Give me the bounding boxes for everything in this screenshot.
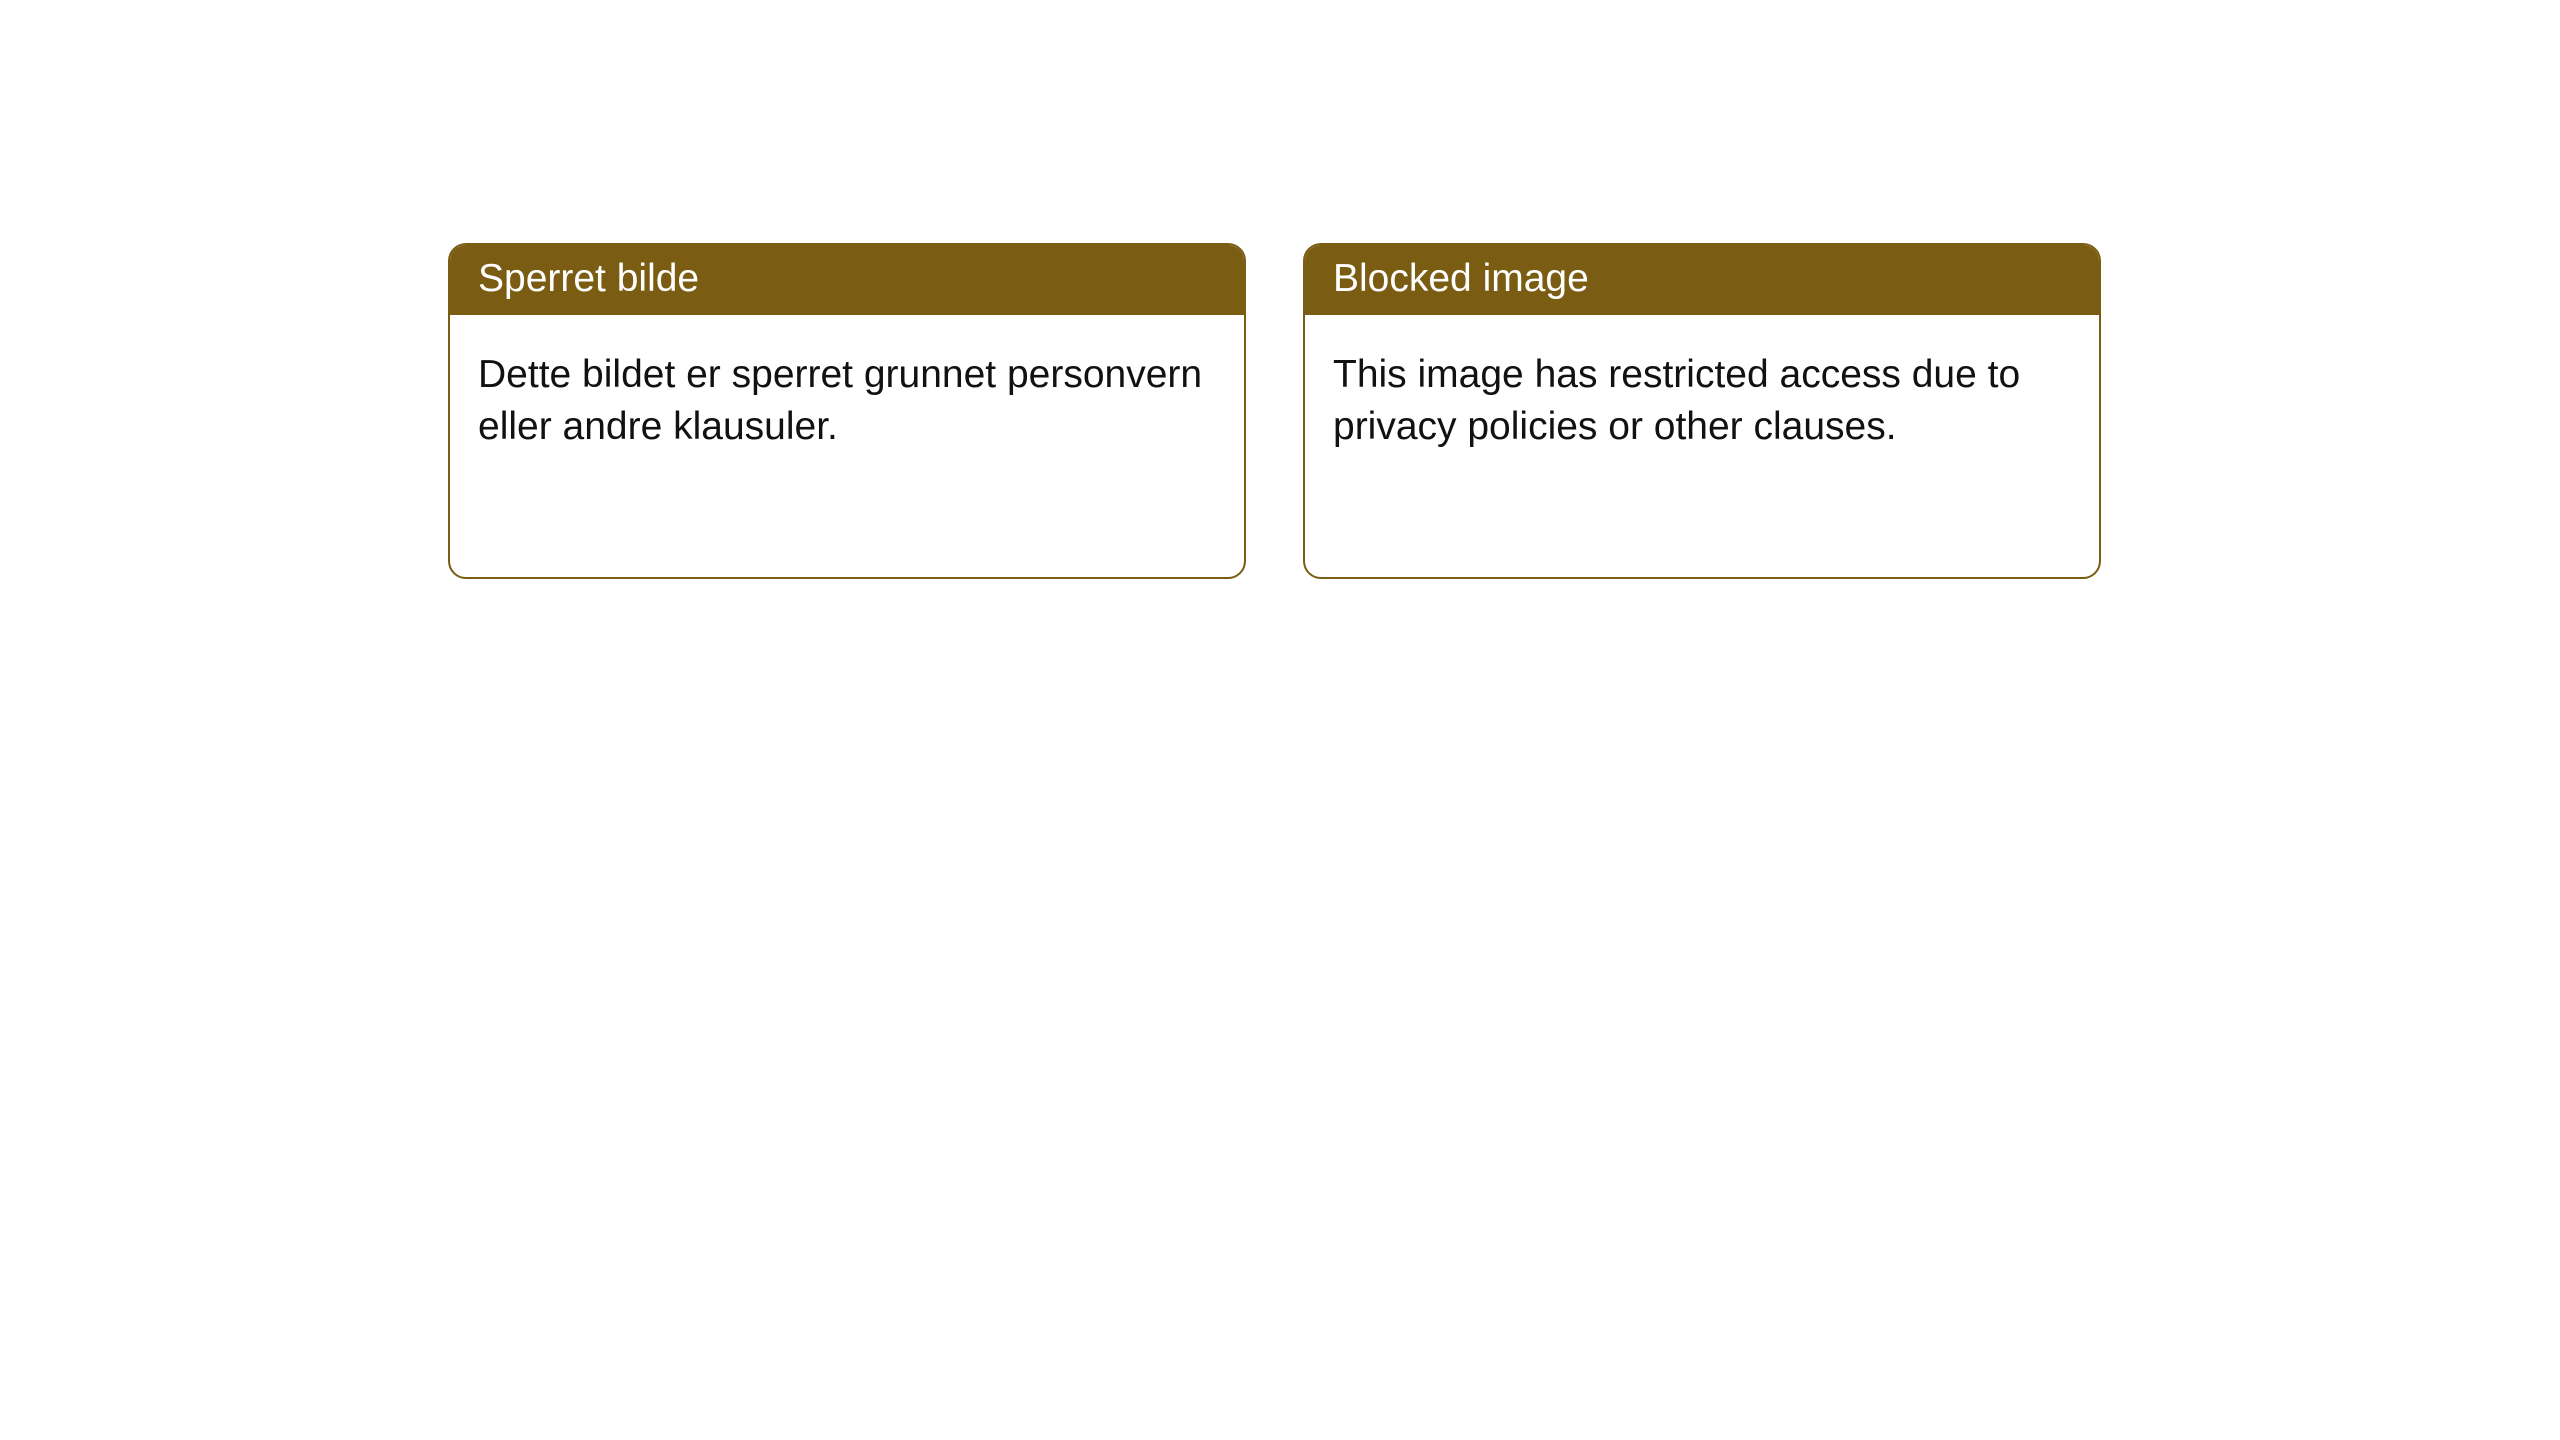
card-body-text: Dette bildet er sperret grunnet personve… (478, 353, 1202, 448)
card-body-text: This image has restricted access due to … (1333, 353, 2020, 448)
card-body: Dette bildet er sperret grunnet personve… (450, 315, 1244, 487)
card-title: Sperret bilde (478, 257, 699, 300)
card-body: This image has restricted access due to … (1305, 315, 2099, 487)
notice-cards-container: Sperret bilde Dette bildet er sperret gr… (448, 243, 2101, 579)
notice-card-english: Blocked image This image has restricted … (1303, 243, 2101, 579)
card-header: Sperret bilde (450, 245, 1244, 315)
card-title: Blocked image (1333, 257, 1589, 300)
notice-card-norwegian: Sperret bilde Dette bildet er sperret gr… (448, 243, 1246, 579)
card-header: Blocked image (1305, 245, 2099, 315)
